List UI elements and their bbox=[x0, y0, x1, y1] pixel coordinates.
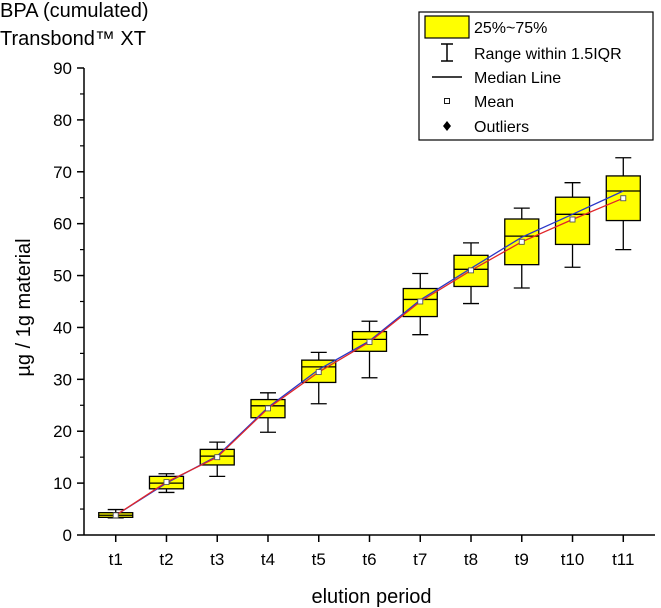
y-tick-label: 90 bbox=[53, 59, 72, 78]
legend-symbol-outlier bbox=[443, 121, 451, 131]
y-tick-label: 30 bbox=[53, 370, 72, 389]
mean-marker-t2 bbox=[163, 479, 170, 486]
mean-marker-t11 bbox=[620, 195, 627, 202]
x-axis-title: elution period bbox=[311, 586, 431, 608]
mean-marker-t7 bbox=[417, 298, 424, 305]
mean-marker-t9 bbox=[518, 238, 525, 245]
mean-marker-t3 bbox=[214, 454, 221, 461]
legend-label: Range within 1.5IQR bbox=[474, 46, 622, 63]
chart-title-line2: Transbond™ XT bbox=[0, 28, 146, 50]
mean-marker-t10 bbox=[569, 216, 576, 223]
legend-symbol-mean bbox=[444, 98, 450, 104]
x-tick-label: t1 bbox=[109, 550, 123, 569]
x-tick-label: t11 bbox=[612, 550, 634, 569]
legend-label: 25%~75% bbox=[474, 20, 547, 37]
y-tick-label: 70 bbox=[53, 163, 72, 182]
x-tick-label: t6 bbox=[362, 550, 376, 569]
y-tick-label: 40 bbox=[53, 318, 72, 337]
y-tick-label: 0 bbox=[63, 526, 72, 545]
y-tick-label: 20 bbox=[53, 422, 72, 441]
legend-label: Mean bbox=[474, 94, 514, 111]
legend-symbol-box bbox=[424, 15, 470, 39]
x-tick-label: t2 bbox=[159, 550, 173, 569]
x-tick-label: t3 bbox=[210, 550, 224, 569]
y-axis-title: µg / 1g material bbox=[13, 238, 35, 376]
y-tick-label: 10 bbox=[53, 474, 72, 493]
x-tick-label: t10 bbox=[561, 550, 585, 569]
legend-label: Outliers bbox=[474, 119, 529, 136]
mean-marker-t8 bbox=[468, 267, 474, 274]
legend-label: Median Line bbox=[474, 70, 561, 87]
y-tick-label: 80 bbox=[53, 111, 72, 130]
x-tick-label: t4 bbox=[261, 550, 275, 569]
mean-marker-t5 bbox=[315, 369, 322, 376]
mean-marker-t6 bbox=[366, 339, 373, 345]
x-tick-label: t9 bbox=[515, 550, 529, 569]
y-tick-label: 60 bbox=[53, 215, 72, 234]
chart-title-line1: BPA (cumulated) bbox=[0, 0, 149, 22]
x-tick-label: t7 bbox=[413, 550, 427, 569]
y-tick-label: 50 bbox=[53, 267, 72, 286]
mean-marker-t4 bbox=[265, 405, 271, 412]
mean-marker-t1 bbox=[112, 512, 119, 519]
x-tick-label: t8 bbox=[464, 550, 478, 569]
x-tick-label: t5 bbox=[312, 550, 326, 569]
